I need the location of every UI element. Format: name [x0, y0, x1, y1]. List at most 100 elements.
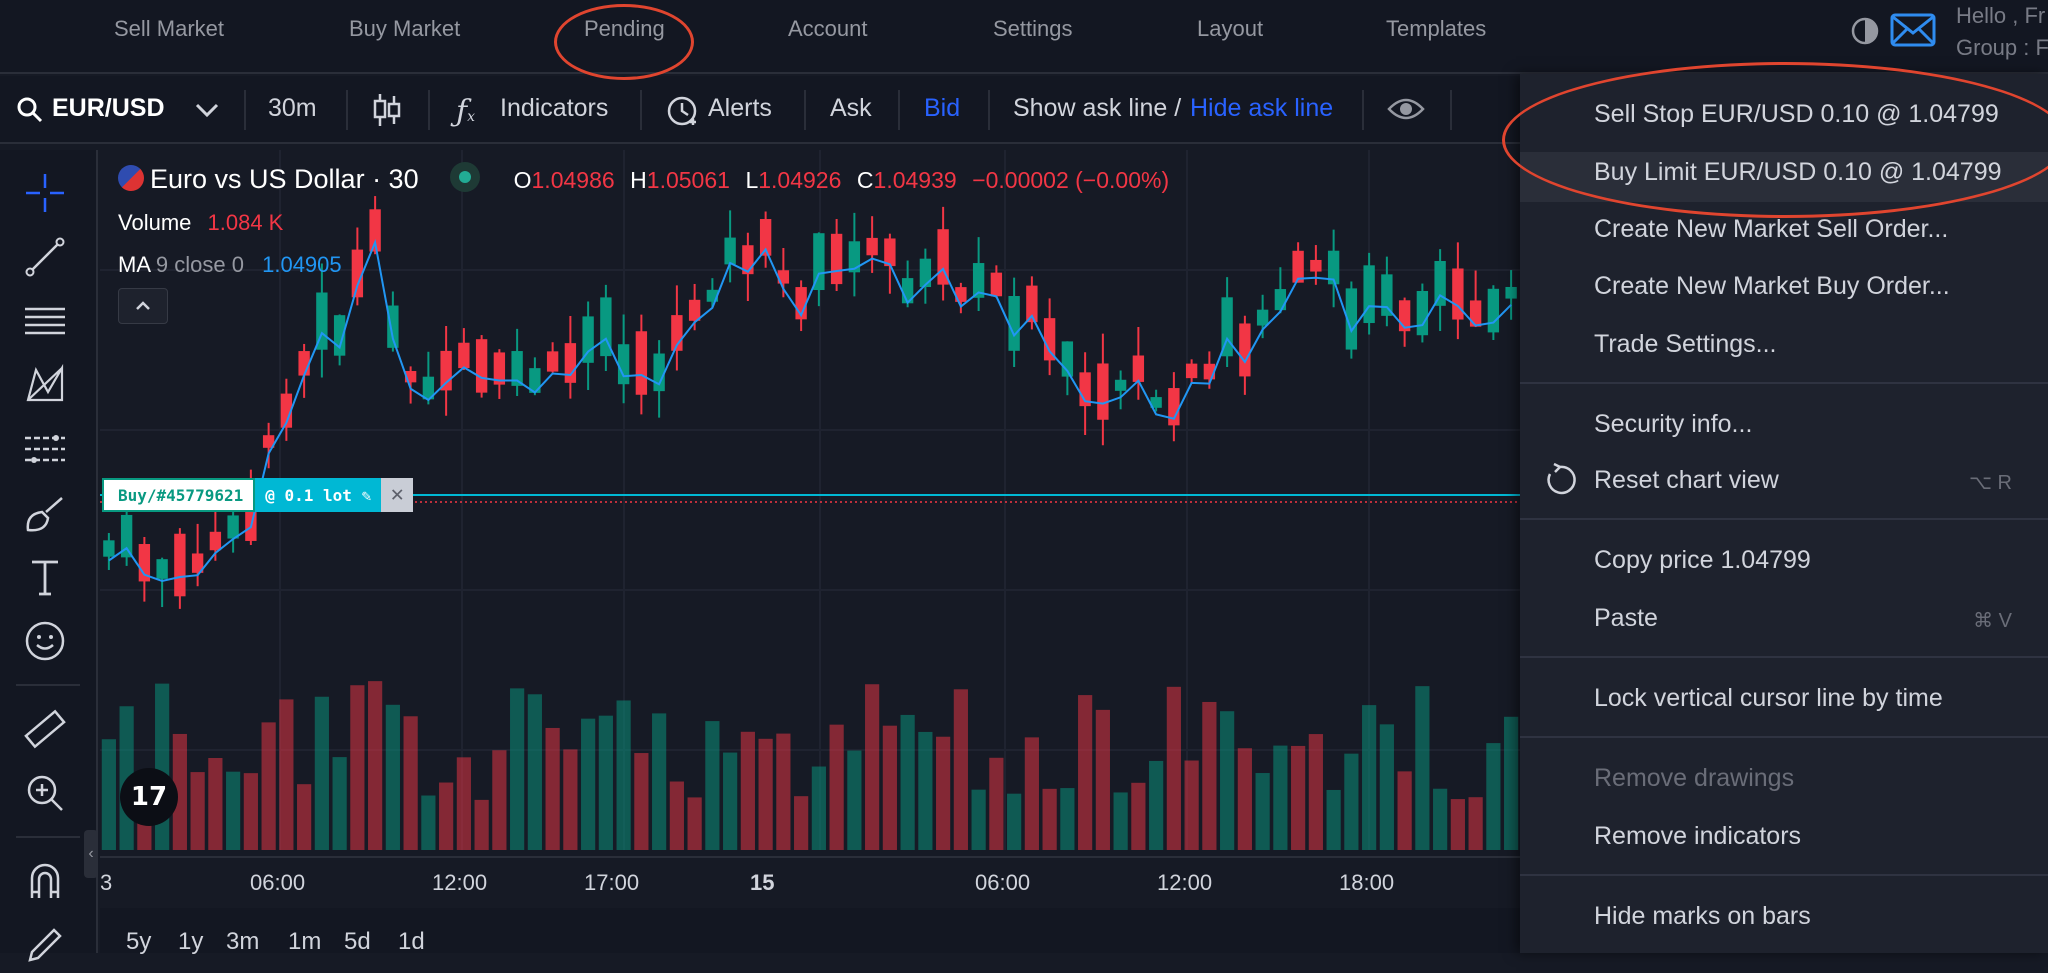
user-info: Hello , Fr Group : F — [1956, 0, 2048, 64]
measure-lines-icon[interactable] — [22, 426, 74, 472]
bid-toggle[interactable]: Bid — [924, 94, 961, 122]
ask-toggle[interactable]: Ask — [830, 94, 872, 122]
range-1m[interactable]: 1m — [288, 928, 322, 955]
menu-remove-indicators[interactable]: Remove indicators — [1594, 822, 1802, 850]
symbol-search[interactable]: EUR/USD — [52, 94, 165, 122]
symbol-title: Euro vs US Dollar · 30 — [150, 164, 419, 194]
ohlc-o-label: O — [513, 167, 532, 193]
time-label: 3 — [100, 870, 113, 895]
order-close-button[interactable]: ✕ — [381, 478, 414, 512]
nav-templates[interactable]: Templates — [1386, 16, 1487, 41]
emoji-icon[interactable] — [22, 618, 74, 664]
menu-new-market-sell[interactable]: Create New Market Sell Order... — [1594, 215, 1949, 243]
menu-hide-marks[interactable]: Hide marks on bars — [1594, 902, 1811, 930]
time-label: 15 — [750, 870, 775, 895]
nav-buy-market[interactable]: Buy Market — [349, 16, 461, 41]
lines-icon[interactable] — [22, 298, 74, 344]
annotation-circle-orders — [1502, 62, 2048, 218]
chevron-down-icon[interactable] — [194, 98, 220, 127]
show-ask-line[interactable]: Show ask line / — [1013, 94, 1182, 122]
ohlc-c-label: C — [856, 167, 874, 193]
order-lot[interactable]: @ 0.1 lot ✎ — [255, 478, 382, 512]
crosshair-icon[interactable] — [22, 170, 74, 216]
ma-params: 9 close 0 — [155, 252, 244, 277]
ohlc-l-label: L — [745, 167, 759, 193]
eye-icon[interactable] — [1387, 94, 1425, 129]
collapse-toolbar-handle[interactable]: ‹ — [84, 830, 98, 878]
ohlc-h-label: H — [630, 167, 647, 193]
volume-label: Volume — [118, 210, 192, 235]
menu-remove-drawings[interactable]: Remove drawings — [1594, 764, 1795, 792]
ma-value: 1.04905 — [262, 252, 342, 277]
menu-paste[interactable]: Paste — [1594, 604, 1658, 632]
zoom-in-icon[interactable] — [22, 770, 74, 816]
ohlc-change: −0.00002 (−0.00%) — [972, 167, 1170, 193]
interval-select[interactable]: 30m — [268, 94, 317, 122]
ohlc-high: 1.05061 — [646, 167, 730, 193]
hide-ask-line[interactable]: Hide ask line — [1190, 94, 1334, 122]
nav-account[interactable]: Account — [788, 16, 868, 41]
time-label: 17:00 — [584, 870, 640, 895]
user-group: Group : F — [1956, 35, 2048, 60]
search-icon[interactable] — [16, 96, 44, 129]
ohlc-close: 1.04939 — [873, 167, 957, 193]
ohlc-open: 1.04986 — [531, 167, 615, 193]
tradingview-logo[interactable]: 17 — [120, 768, 178, 826]
time-label: 06:00 — [975, 870, 1031, 895]
alerts-button[interactable]: Alerts — [708, 94, 772, 122]
top-navigation: Sell Market Buy Market Pending Account S… — [0, 0, 2048, 74]
magnet-icon[interactable] — [22, 858, 74, 904]
trend-line-icon[interactable] — [22, 234, 74, 280]
reset-icon — [1542, 462, 1578, 503]
chart-legend-title-row: Euro vs US Dollar · 30 O1.04986 H1.05061… — [118, 162, 1169, 195]
menu-lock-cursor[interactable]: Lock vertical cursor line by time — [1594, 684, 1943, 712]
indicators-button[interactable]: Indicators — [500, 94, 609, 122]
chart-toolbar: EUR/USD 30m ƒx Indicators Alerts Ask Bid… — [0, 76, 1520, 144]
flag-icon — [118, 165, 144, 191]
text-icon[interactable] — [22, 554, 74, 600]
contrast-icon[interactable] — [1851, 17, 1879, 50]
date-range-bar: 5y 1y 3m 1m 5d 1d — [100, 908, 1520, 955]
ma-label: MA — [118, 252, 150, 277]
order-line-label[interactable]: Buy/#45779621 @ 0.1 lot ✎ ✕ — [102, 478, 414, 512]
brush-icon[interactable] — [22, 490, 74, 536]
function-icon[interactable]: ƒx — [456, 94, 476, 129]
time-label: 12:00 — [432, 870, 488, 895]
nav-sell-market[interactable]: Sell Market — [114, 16, 225, 41]
candlestick-plot — [100, 150, 1520, 850]
time-label: 06:00 — [250, 870, 306, 895]
pencil-icon[interactable] — [22, 922, 74, 968]
menu-new-market-buy[interactable]: Create New Market Buy Order... — [1594, 272, 1950, 300]
ohlc-low: 1.04926 — [758, 167, 842, 193]
range-5d[interactable]: 5d — [344, 928, 371, 955]
time-axis[interactable]: 3 06:00 12:00 17:00 15 06:00 12:00 18:00 — [100, 856, 1520, 904]
menu-reset-chart-view[interactable]: Reset chart view — [1594, 466, 1779, 494]
menu-copy-price[interactable]: Copy price 1.04799 — [1594, 546, 1811, 574]
alarm-clock-icon[interactable] — [664, 92, 700, 133]
paste-shortcut: ⌘ V — [1973, 610, 2012, 632]
nav-layout[interactable]: Layout — [1197, 16, 1264, 41]
nav-settings[interactable]: Settings — [993, 16, 1073, 41]
pattern-icon[interactable] — [22, 362, 74, 408]
volume-legend: Volume 1.084 K — [118, 210, 283, 236]
ma-legend: MA 9 close 0 1.04905 — [118, 252, 342, 278]
annotation-circle-pending — [554, 4, 694, 80]
volume-value: 1.084 K — [207, 210, 284, 235]
market-status-icon — [450, 162, 481, 192]
ruler-icon[interactable] — [22, 706, 74, 752]
reset-shortcut: ⌥ R — [1968, 472, 2012, 494]
menu-security-info[interactable]: Security info... — [1594, 410, 1753, 438]
order-id[interactable]: Buy/#45779621 — [102, 478, 256, 512]
range-5y[interactable]: 5y — [126, 928, 152, 955]
candles-icon[interactable] — [372, 92, 402, 133]
range-1d[interactable]: 1d — [398, 928, 425, 955]
range-1y[interactable]: 1y — [178, 928, 204, 955]
menu-trade-settings[interactable]: Trade Settings... — [1594, 330, 1777, 358]
drawing-toolbar: ‹ — [0, 150, 98, 962]
mail-icon[interactable] — [1890, 12, 1936, 53]
greeting: Hello , Fr — [1956, 3, 2046, 28]
time-label: 12:00 — [1157, 870, 1213, 895]
time-label: 18:00 — [1339, 870, 1395, 895]
collapse-legend-button[interactable] — [118, 288, 168, 324]
range-3m[interactable]: 3m — [226, 928, 260, 955]
